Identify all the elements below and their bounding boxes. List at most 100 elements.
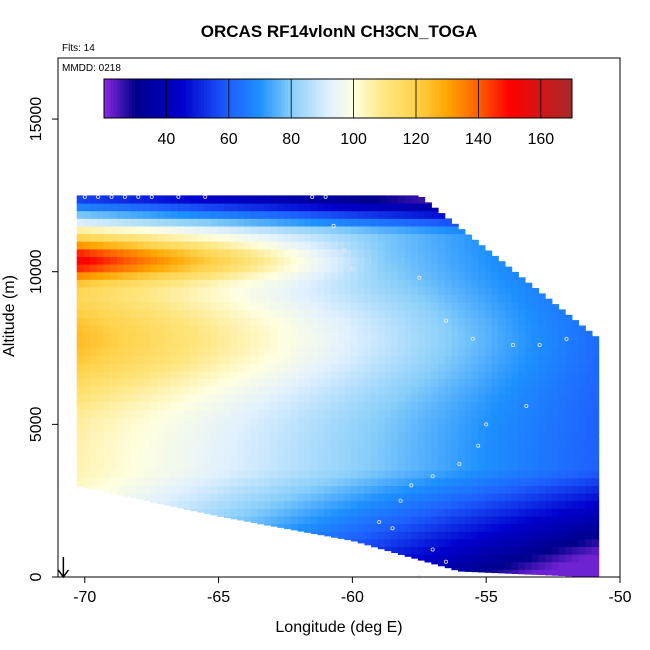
field-cell (404, 454, 412, 464)
field-cell (257, 386, 265, 395)
field-cell (210, 378, 218, 387)
field-cell (344, 523, 352, 532)
colorbar-swatch (384, 79, 389, 118)
field-cell (210, 317, 218, 326)
field-cell (250, 370, 258, 380)
field-cell (484, 271, 493, 280)
field-cell (264, 493, 272, 502)
field-cell (531, 531, 539, 540)
field-cell (384, 470, 392, 479)
field-cell (491, 309, 499, 319)
field-cell (438, 393, 446, 402)
field-cell (317, 447, 325, 456)
field-cell (451, 294, 459, 303)
field-cell (83, 447, 91, 456)
field-cell (150, 302, 158, 311)
field-cell (551, 447, 560, 456)
field-cell (223, 432, 232, 441)
field-cell (431, 248, 439, 257)
field-cell (110, 264, 118, 273)
field-cell (177, 493, 185, 502)
field-cell (397, 508, 406, 517)
field-cell (498, 332, 506, 341)
field-cell (76, 210, 84, 219)
colorbar-swatch (200, 79, 205, 118)
field-cell (364, 470, 372, 479)
field-cell (290, 271, 299, 280)
field-cell (391, 515, 399, 525)
field-cell (83, 309, 91, 319)
field-cell (558, 401, 566, 410)
field-cell (451, 485, 459, 494)
field-cell (110, 279, 118, 288)
field-cell (270, 218, 279, 227)
field-cell (371, 203, 379, 212)
field-cell (177, 401, 185, 410)
field-cell (103, 424, 111, 433)
field-cell (116, 241, 125, 250)
field-cell (244, 370, 252, 380)
field-cell (96, 485, 105, 491)
field-cell (317, 363, 325, 372)
field-cell (471, 424, 479, 433)
field-cell (123, 210, 131, 219)
field-cell (391, 248, 399, 257)
field-cell (478, 454, 486, 464)
field-cell (103, 256, 111, 265)
field-cell (76, 432, 84, 441)
field-cell (551, 470, 560, 479)
field-cell (223, 317, 232, 326)
field-cell (525, 370, 533, 380)
field-cell (491, 325, 499, 334)
field-cell (538, 523, 546, 532)
field-cell (170, 493, 178, 502)
field-cell (438, 515, 446, 525)
field-cell (257, 500, 265, 509)
field-cell (438, 508, 446, 517)
field-cell (377, 493, 386, 502)
field-cell (110, 447, 118, 456)
field-cell (525, 393, 533, 402)
field-cell (558, 386, 566, 395)
field-cell (585, 561, 593, 570)
field-cell (197, 432, 205, 441)
field-cell (391, 378, 399, 387)
field-cell (551, 378, 560, 387)
field-cell (76, 439, 84, 448)
colorbar-swatch (219, 79, 224, 118)
field-cell (324, 294, 332, 303)
field-cell (404, 241, 412, 250)
field-cell (110, 439, 118, 448)
colorbar-swatch (328, 79, 333, 118)
field-cell (357, 264, 365, 273)
field-cell (163, 363, 171, 372)
field-cell (217, 485, 225, 494)
field-cell (364, 393, 372, 402)
field-cell (76, 416, 84, 425)
field-cell (324, 363, 332, 372)
field-cell (150, 264, 158, 273)
field-cell (250, 477, 258, 486)
field-cell (411, 325, 419, 334)
field-cell (531, 317, 539, 326)
field-cell (217, 401, 225, 410)
field-cell (357, 493, 365, 502)
field-cell (76, 241, 84, 250)
field-cell (351, 447, 359, 456)
field-cell (170, 340, 178, 349)
field-cell (284, 355, 292, 364)
colorbar-swatch (456, 79, 461, 118)
field-cell (116, 210, 125, 219)
field-cell (351, 203, 359, 212)
field-cell (384, 370, 392, 380)
field-cell (571, 493, 580, 502)
field-cell (257, 493, 265, 502)
field-cell (424, 546, 432, 555)
field-cell (83, 393, 91, 402)
field-cell (143, 325, 151, 334)
field-cell (538, 432, 546, 441)
field-cell (397, 439, 406, 448)
field-cell (197, 355, 205, 364)
field-cell (391, 233, 399, 242)
field-cell (498, 500, 506, 509)
